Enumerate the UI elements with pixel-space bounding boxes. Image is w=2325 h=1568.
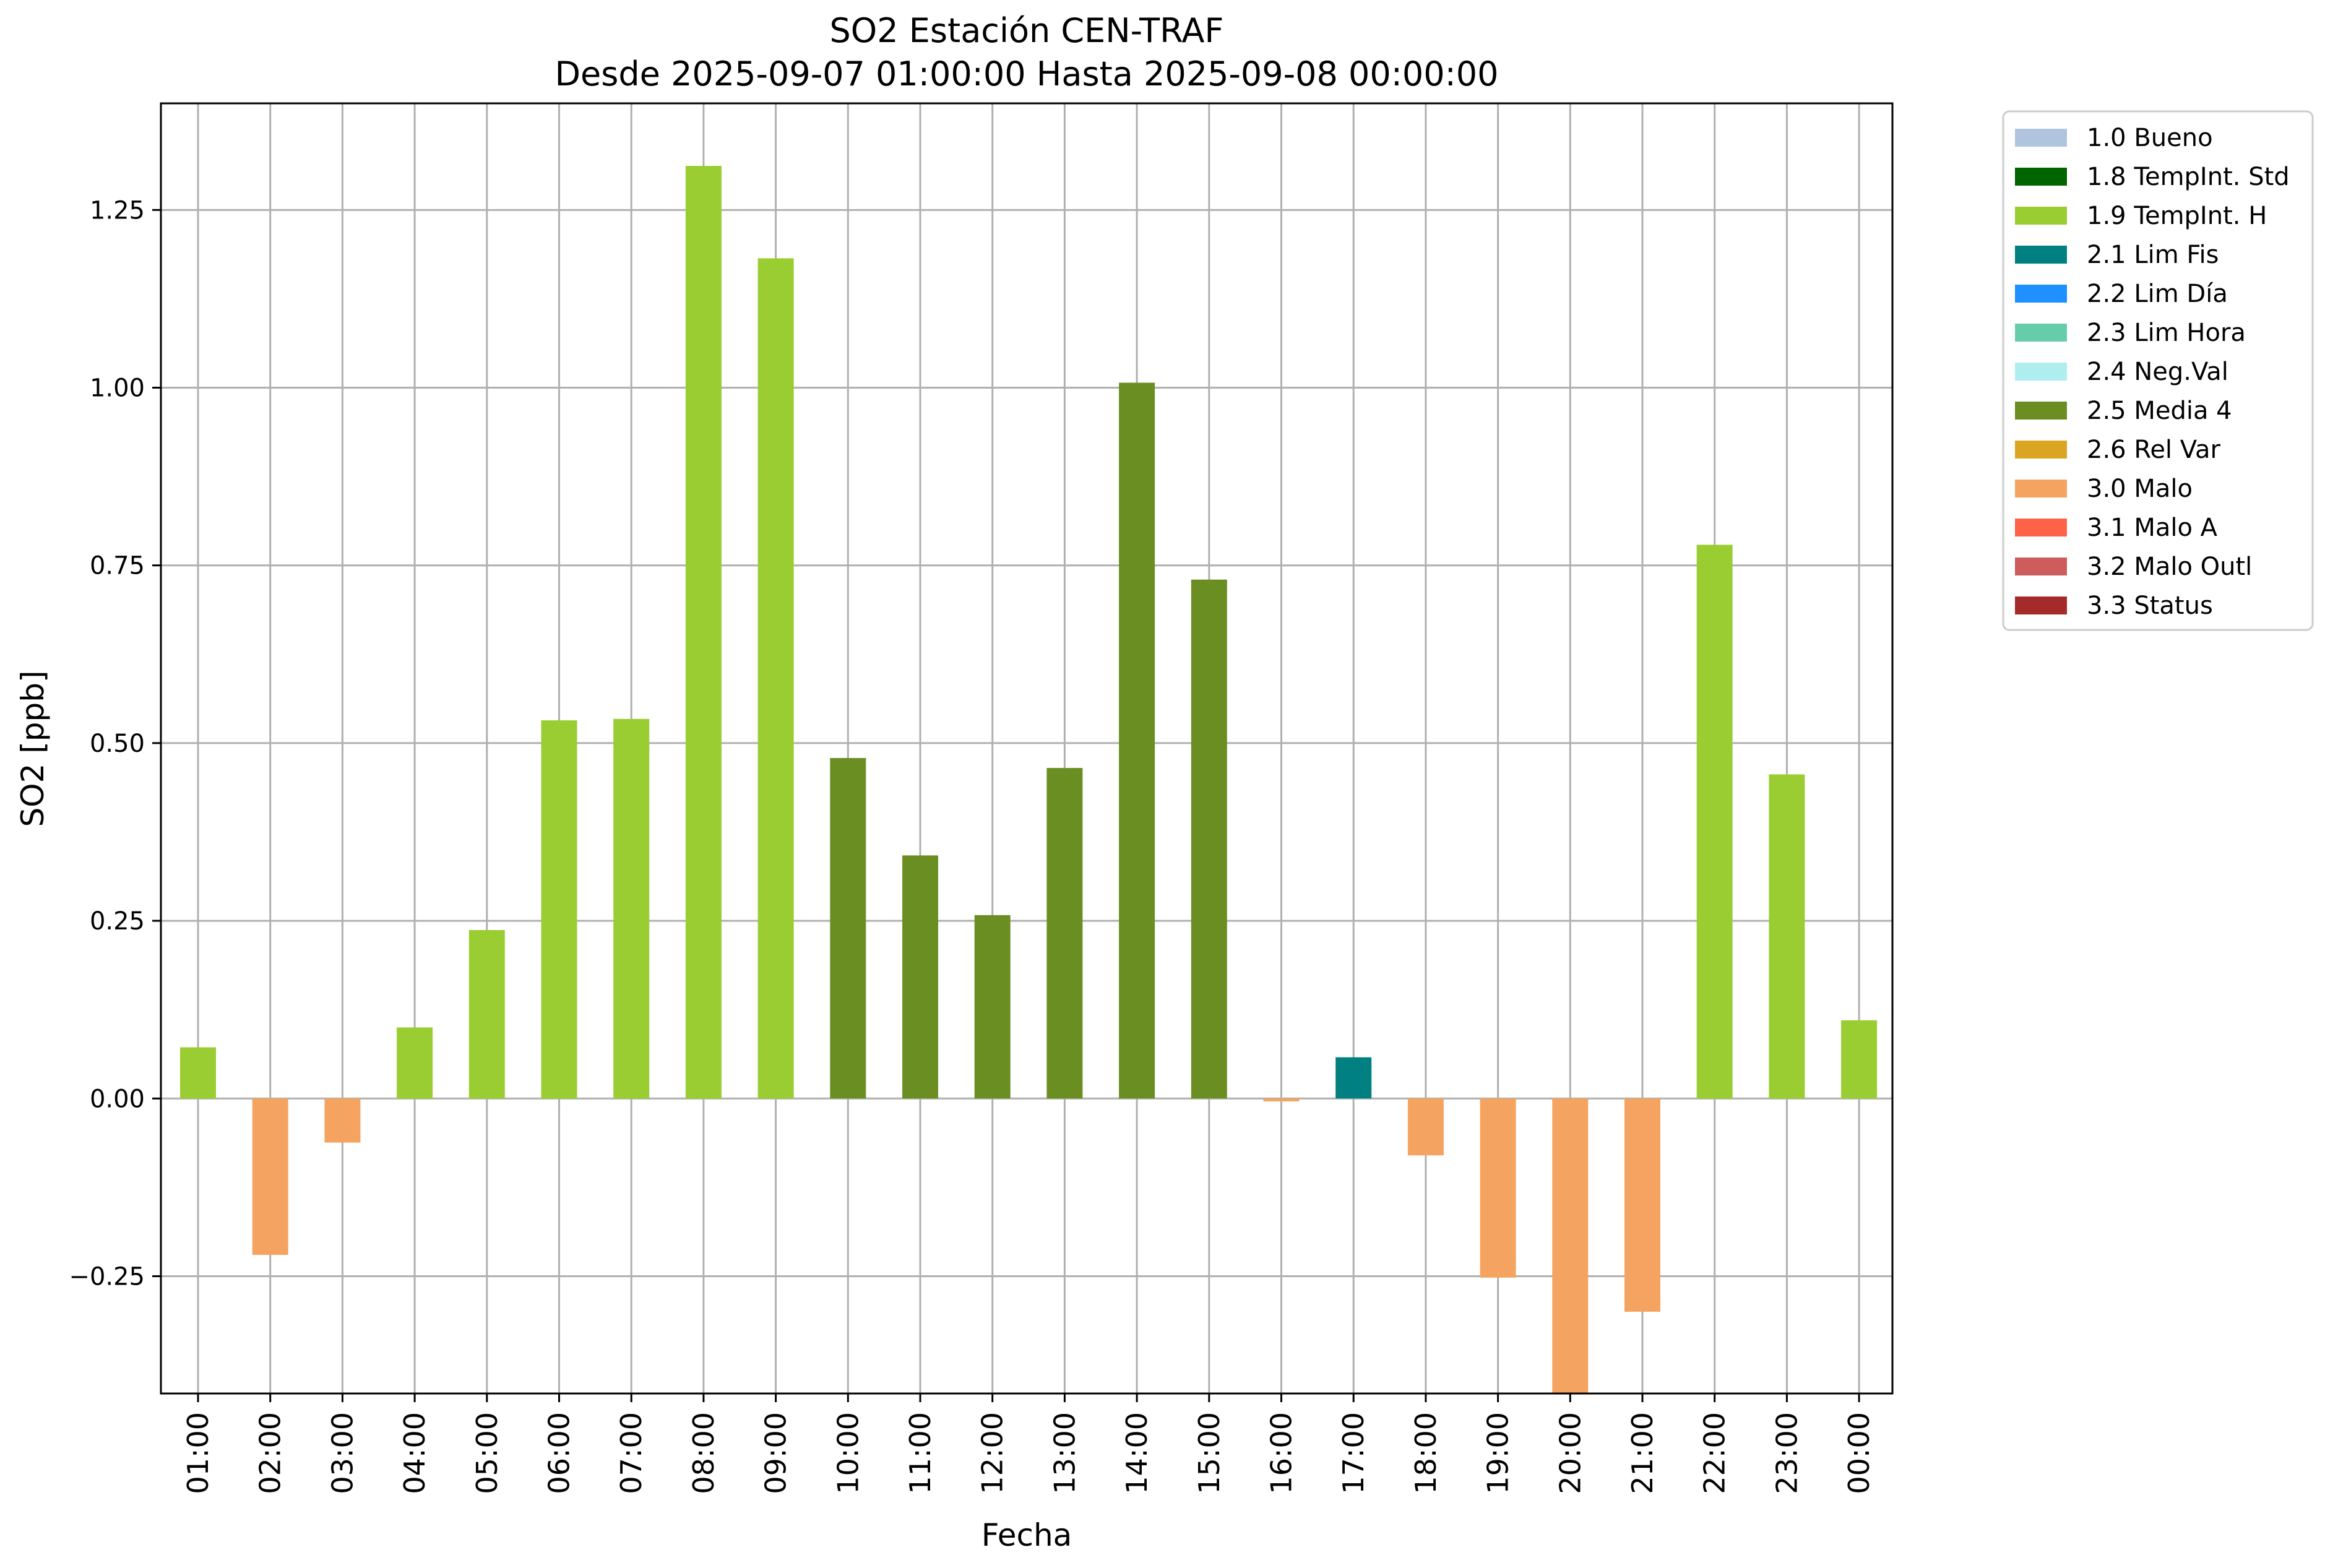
chart-subtitle: Desde 2025-09-07 01:00:00 Hasta 2025-09-… xyxy=(554,54,1498,93)
bar-1000 xyxy=(830,758,866,1099)
bar-0000 xyxy=(1841,1020,1878,1099)
bar-2200 xyxy=(1696,545,1733,1099)
legend-label-2-4: 2.4 Neg.Val xyxy=(2087,358,2228,386)
legend-swatch-1-9 xyxy=(2015,207,2067,225)
bar-0900 xyxy=(757,258,794,1099)
legend-swatch-2-2 xyxy=(2015,285,2067,303)
legend-label-3-3: 3.3 Status xyxy=(2087,592,2213,620)
bar-0100 xyxy=(180,1047,216,1099)
bar-0200 xyxy=(252,1098,288,1255)
bar-1500 xyxy=(1191,579,1227,1099)
x-tick-label: 09:00 xyxy=(759,1412,793,1494)
x-tick-label: 12:00 xyxy=(976,1412,1009,1494)
legend-swatch-2-3 xyxy=(2015,324,2067,342)
bar-0300 xyxy=(324,1098,361,1143)
legend-swatch-2-6 xyxy=(2015,441,2067,459)
y-tick-label: 0.25 xyxy=(90,907,145,936)
x-tick-label: 20:00 xyxy=(1553,1412,1587,1494)
x-tick-label: 16:00 xyxy=(1265,1412,1298,1494)
legend-swatch-2-4 xyxy=(2015,363,2067,381)
x-tick-label: 15:00 xyxy=(1193,1412,1226,1494)
bars xyxy=(180,166,1878,1394)
bar-0700 xyxy=(613,718,650,1099)
x-tick-label: 05:00 xyxy=(470,1412,504,1494)
bar-1300 xyxy=(1046,768,1083,1099)
x-tick-label: 21:00 xyxy=(1626,1412,1659,1494)
x-tick-label: 06:00 xyxy=(543,1412,576,1494)
legend-label-1-8: 1.8 TempInt. Std xyxy=(2087,163,2290,191)
bar-0400 xyxy=(397,1027,433,1099)
x-axis-label: Fecha xyxy=(981,1517,1072,1553)
legend: 1.0 Bueno 1.8 TempInt. Std 1.9 TempInt. H 2… xyxy=(2002,110,2314,631)
bar-1200 xyxy=(974,915,1011,1099)
legend-label-2-5: 2.5 Media 4 xyxy=(2087,397,2232,425)
x-tick-label: 07:00 xyxy=(615,1412,648,1494)
bar-1700 xyxy=(1335,1057,1372,1099)
bar-2300 xyxy=(1769,774,1805,1099)
bar-0800 xyxy=(685,166,722,1099)
legend-swatch-2-1 xyxy=(2015,246,2067,264)
x-tick-label: 22:00 xyxy=(1698,1412,1732,1494)
legend-label-2-6: 2.6 Rel Var xyxy=(2087,436,2221,464)
legend-swatch-1-0 xyxy=(2015,129,2067,147)
x-tick-label: 08:00 xyxy=(687,1412,720,1494)
x-tick-label: 01:00 xyxy=(181,1412,215,1494)
x-tick-label: 10:00 xyxy=(831,1412,865,1494)
y-tick-label: 0.75 xyxy=(90,552,145,580)
legend-label-1-9: 1.9 TempInt. H xyxy=(2087,202,2267,230)
legend-label-3-2: 3.2 Malo Outl xyxy=(2087,553,2252,581)
y-tick-label: 1.25 xyxy=(90,196,145,225)
legend-swatch-3-3 xyxy=(2015,597,2067,614)
x-tick-label: 18:00 xyxy=(1409,1412,1443,1494)
y-tick-label: −0.25 xyxy=(69,1262,145,1291)
legend-label-1-0: 1.0 Bueno xyxy=(2087,124,2213,152)
bar-1600 xyxy=(1263,1098,1300,1101)
plot-frame xyxy=(160,102,1894,1395)
x-tick-label: 11:00 xyxy=(904,1412,937,1494)
chart-title: SO2 Estación CEN-TRAF xyxy=(829,11,1223,50)
legend-label-2-2: 2.2 Lim Día xyxy=(2087,280,2228,308)
legend-swatch-3-1 xyxy=(2015,519,2067,536)
y-tick-label: 0.50 xyxy=(90,730,145,758)
legend-swatch-3-0 xyxy=(2015,480,2067,498)
bar-2000 xyxy=(1552,1098,1589,1394)
x-tick-label: 19:00 xyxy=(1482,1412,1515,1494)
x-tick-label: 00:00 xyxy=(1842,1412,1876,1494)
legend-label-2-1: 2.1 Lim Fis xyxy=(2087,241,2219,269)
legend-frame xyxy=(2002,110,2314,631)
y-tick-label: 1.00 xyxy=(90,374,145,403)
x-axis: 01:00 02:00 03:00 04:00 05:00 06:00 07:00 08:00… xyxy=(181,1394,1876,1494)
bar-1900 xyxy=(1480,1098,1516,1278)
legend-swatch-2-5 xyxy=(2015,402,2067,420)
y-tick-label: 0.00 xyxy=(90,1085,145,1113)
x-tick-label: 03:00 xyxy=(326,1412,359,1494)
bar-1800 xyxy=(1407,1098,1444,1156)
y-axis: −0.25 0.00 0.25 0.50 0.75 1.00 1.25 xyxy=(69,196,161,1291)
bar-2100 xyxy=(1624,1098,1660,1312)
legend-swatch-1-8 xyxy=(2015,168,2067,186)
x-tick-label: 04:00 xyxy=(398,1412,431,1494)
legend-label-3-1: 3.1 Malo A xyxy=(2087,514,2218,542)
x-tick-label: 02:00 xyxy=(254,1412,287,1494)
x-tick-label: 14:00 xyxy=(1120,1412,1154,1494)
x-tick-label: 13:00 xyxy=(1048,1412,1081,1494)
legend-label-3-0: 3.0 Malo xyxy=(2087,475,2193,503)
bar-0600 xyxy=(541,720,577,1099)
bar-1400 xyxy=(1119,382,1155,1099)
x-tick-label: 17:00 xyxy=(1337,1412,1370,1494)
legend-label-2-3: 2.3 Lim Hora xyxy=(2087,319,2246,347)
y-axis-label: SO2 [ppb] xyxy=(15,670,51,827)
bar-0500 xyxy=(468,930,505,1099)
x-tick-label: 23:00 xyxy=(1770,1412,1803,1494)
bar-1100 xyxy=(902,855,938,1099)
legend-swatch-3-2 xyxy=(2015,558,2067,575)
